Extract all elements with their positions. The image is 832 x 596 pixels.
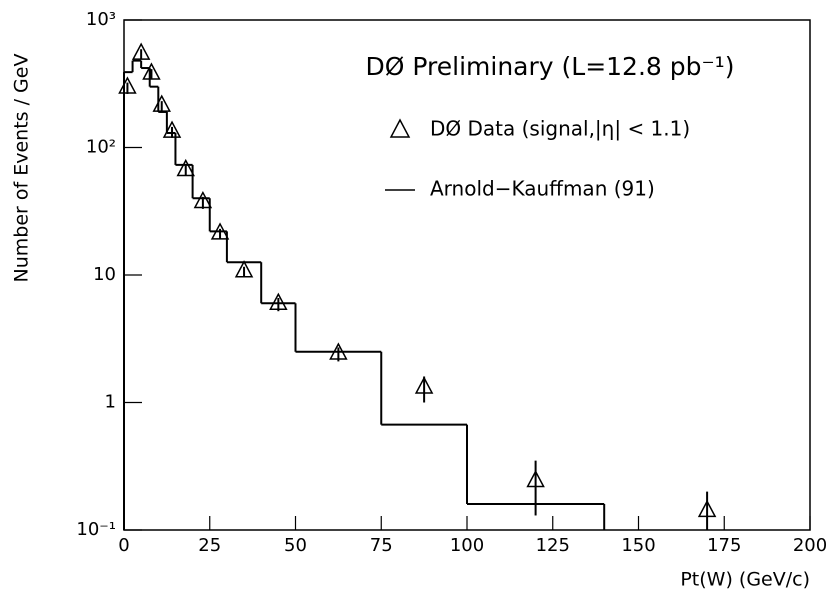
y-tick-label: 10⁻¹ (76, 519, 116, 540)
data-point (176, 158, 195, 177)
data-point (526, 469, 545, 488)
legend-label: DØ Data (signal,|η| < 1.1) (430, 117, 690, 141)
y-tick-label: 1 (105, 392, 116, 413)
x-tick-label: 175 (707, 535, 741, 556)
data-point (697, 499, 717, 518)
x-tick-label: 25 (198, 535, 221, 556)
data-point (234, 260, 254, 278)
chart-title: DØ Preliminary (L=12.8 pb⁻¹) (366, 52, 735, 81)
x-tick-label: 100 (450, 535, 484, 556)
x-tick-label: 50 (284, 535, 307, 556)
legend-label: Arnold−Kauffman (91) (430, 177, 655, 201)
data-point (193, 190, 213, 209)
x-tick-label: 200 (793, 535, 827, 556)
x-tick-label: 125 (536, 535, 570, 556)
data-point (269, 292, 288, 310)
data-point (142, 62, 161, 80)
data-point (131, 42, 151, 60)
legend-marker (389, 118, 411, 138)
data-point (162, 120, 182, 138)
data-point (414, 376, 434, 394)
y-tick-label: 10³ (86, 9, 116, 30)
x-tick-label: 150 (621, 535, 655, 556)
y-tick-label: 10² (86, 137, 116, 158)
x-tick-label: 0 (118, 535, 129, 556)
x-axis-label: Pt(W) (GeV/c) (680, 569, 810, 591)
x-tick-label: 75 (370, 535, 393, 556)
y-axis-label: Number of Events / GeV (11, 54, 33, 283)
y-tick-label: 10 (93, 264, 116, 285)
